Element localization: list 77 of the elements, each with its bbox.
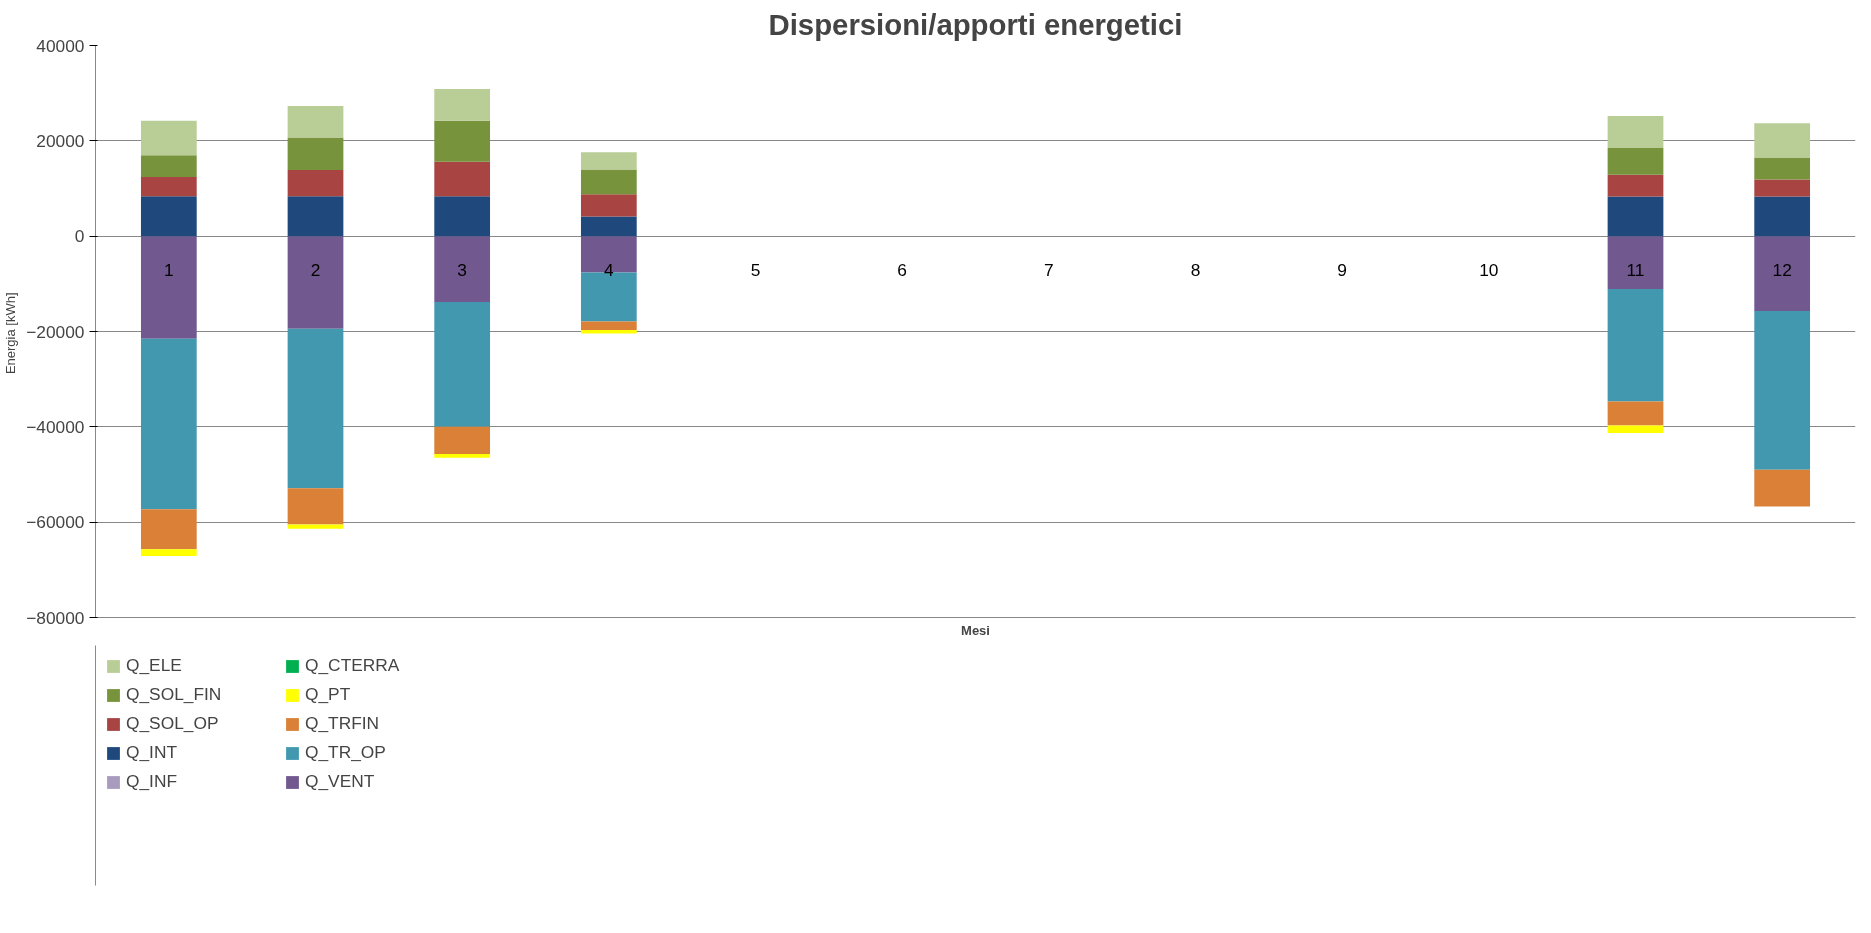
bar (434, 454, 491, 458)
y-tick-label: 40000 (36, 35, 85, 56)
bar (140, 236, 197, 339)
bar (140, 549, 197, 557)
bar (1754, 196, 1811, 237)
legend-label: Q_TR_OP (305, 742, 387, 763)
y-tick-label: 0 (74, 226, 85, 247)
bar (434, 301, 491, 427)
x-tick-label: 12 (1772, 260, 1792, 281)
x-tick-label: 4 (604, 260, 615, 281)
bar (580, 330, 637, 334)
x-tick-label: 7 (1044, 260, 1054, 281)
legend-label: Q_PT (305, 684, 352, 705)
legend-label: Q_ELE (126, 655, 183, 676)
bar (287, 137, 344, 170)
bar (1754, 469, 1811, 507)
legend-label: Q_VENT (305, 771, 376, 792)
bar (140, 155, 197, 178)
bar (580, 216, 637, 237)
bar (1607, 147, 1664, 175)
legend-label: Q_SOL_FIN (126, 684, 223, 705)
x-tick-label: 1 (164, 260, 174, 281)
bar (1607, 196, 1664, 237)
bar (434, 120, 491, 162)
bar (580, 169, 637, 195)
chart-title: Dispersioni/apporti energetici (768, 7, 1183, 41)
legend-label: Q_INT (126, 742, 179, 763)
x-tick-label: 2 (310, 260, 321, 281)
bar (287, 236, 344, 329)
bar (1754, 236, 1811, 311)
legend-label: Q_CTERRA (305, 655, 401, 676)
bar (434, 236, 491, 302)
bar (140, 338, 197, 510)
x-tick-label: 5 (750, 260, 761, 281)
bar (140, 196, 197, 237)
bar (580, 194, 637, 217)
bar (287, 488, 344, 525)
bar (287, 106, 344, 138)
bar (434, 426, 491, 454)
bar (1754, 157, 1811, 180)
bar (1607, 289, 1664, 402)
bar (1754, 311, 1811, 470)
bar (287, 524, 344, 529)
y-tick-label: −40000 (26, 416, 85, 437)
bar (1754, 123, 1811, 158)
x-tick-label: 8 (1190, 260, 1201, 281)
y-tick-label: −20000 (26, 321, 85, 342)
x-tick-label: 10 (1479, 260, 1499, 281)
bar (287, 169, 344, 197)
bar (434, 161, 491, 197)
y-tick-label: −80000 (26, 607, 85, 628)
x-tick-label: 6 (897, 260, 907, 281)
bar (580, 321, 637, 331)
x-tick-label: 3 (457, 260, 467, 281)
bar (1607, 236, 1664, 290)
y-tick-label: −60000 (26, 512, 85, 533)
y-axis-title: Energia [kWh] (3, 292, 19, 375)
bar (434, 196, 491, 237)
bar (1754, 179, 1811, 197)
bar (287, 328, 344, 489)
bar (1607, 425, 1664, 434)
x-tick-label: 11 (1626, 260, 1645, 281)
bar (140, 120, 197, 156)
legend-label: Q_TRFIN (305, 713, 381, 734)
legend-label: Q_SOL_OP (126, 713, 220, 734)
bar (434, 88, 491, 121)
legend-label: Q_INF (126, 771, 179, 792)
bar (1607, 116, 1664, 148)
bar (140, 509, 197, 550)
x-tick-label: 9 (1337, 260, 1347, 281)
bar (580, 152, 637, 170)
x-axis-title: Mesi (961, 622, 990, 638)
y-tick-label: 20000 (36, 130, 85, 151)
bar (1607, 174, 1664, 197)
bar (1607, 401, 1664, 426)
bar (140, 177, 197, 197)
bar (287, 196, 344, 237)
